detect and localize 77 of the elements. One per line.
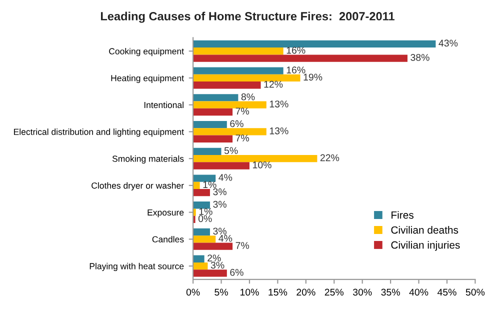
bar: [193, 101, 266, 108]
data-label: 8%: [241, 93, 255, 100]
bar: [193, 270, 227, 277]
bar: [193, 108, 233, 116]
legend-label: Civilian deaths: [391, 226, 458, 234]
data-label: 13%: [270, 127, 288, 134]
bar: [193, 67, 284, 74]
data-label: 16%: [286, 46, 306, 54]
bar: [193, 162, 250, 170]
bar: [193, 135, 233, 142]
bar: [193, 174, 216, 182]
x-tick-label: 0%: [186, 288, 200, 296]
y-tick-label: Heating equipment: [111, 74, 184, 83]
x-tick-label: 40%: [409, 288, 428, 296]
bar: [193, 154, 318, 162]
x-tick-label: 5%: [214, 288, 228, 296]
x-tick-label: 20%: [296, 288, 316, 296]
y-tick-label: Candles: [152, 236, 184, 242]
data-label: 22%: [320, 154, 340, 162]
bar: [193, 208, 196, 216]
data-label: 7%: [236, 134, 250, 142]
x-tick-label: 15%: [268, 288, 288, 296]
x-tick-label: 25%: [324, 288, 344, 296]
data-label: 3%: [213, 200, 226, 208]
data-label: 38%: [410, 54, 430, 61]
data-label: 10%: [253, 161, 272, 168]
x-tick-label: 35%: [381, 288, 400, 296]
y-tick-label: Electrical distribution and lighting equipment: [14, 128, 184, 137]
data-label: 2%: [208, 254, 221, 262]
data-label: 16%: [286, 66, 306, 74]
data-label: 1%: [199, 208, 212, 215]
chart-title: Leading Causes of Home Structure Fires: 2007-2011: [101, 12, 394, 23]
bar: [193, 262, 208, 270]
data-label: 7%: [236, 242, 250, 249]
data-label: 43%: [438, 40, 458, 47]
bar: [193, 242, 233, 250]
bar: [193, 94, 238, 102]
data-label: 6%: [230, 268, 244, 276]
bar: [193, 236, 216, 243]
legend-label: Civilian injuries: [391, 241, 460, 251]
data-label: 1%: [203, 181, 216, 188]
x-tick-label: 10%: [240, 288, 259, 296]
x-tick-label: 50%: [466, 288, 485, 296]
bar: [193, 74, 300, 82]
data-label: 4%: [218, 234, 232, 242]
data-label: 3%: [213, 188, 226, 196]
data-label: 4%: [218, 174, 232, 181]
data-label: 12%: [264, 80, 283, 88]
y-tick-label: Smoking materials: [112, 155, 184, 164]
y-tick-label: Playing with heat source: [90, 262, 184, 272]
bar: [193, 182, 200, 190]
data-label: 5%: [224, 147, 238, 154]
data-label: 3%: [210, 262, 224, 269]
data-label: 3%: [213, 228, 226, 235]
y-tick-label: Cooking equipment: [109, 48, 184, 56]
y-tick-label: Clothes dryer or washer: [92, 182, 184, 190]
bar: [193, 54, 408, 62]
bar: [193, 40, 436, 48]
data-label: 19%: [304, 74, 322, 81]
data-label: 13%: [270, 100, 288, 108]
bar: [193, 255, 204, 262]
y-tick-label: Intentional: [144, 102, 184, 108]
data-label: 7%: [236, 108, 250, 115]
bar: [193, 120, 227, 128]
bar: [193, 82, 261, 89]
bar: [193, 48, 284, 55]
bar: [193, 202, 210, 209]
legend-label: Fires: [392, 211, 414, 219]
x-tick-label: 45%: [437, 288, 456, 296]
bar: [193, 228, 210, 236]
bar: [193, 148, 222, 155]
data-label: 6%: [230, 120, 244, 128]
bar: [193, 128, 266, 136]
bar: [193, 189, 210, 196]
x-tick-label: 30%: [352, 288, 372, 296]
data-label: 0%: [198, 215, 212, 222]
y-tick-label: Exposure: [148, 209, 184, 218]
